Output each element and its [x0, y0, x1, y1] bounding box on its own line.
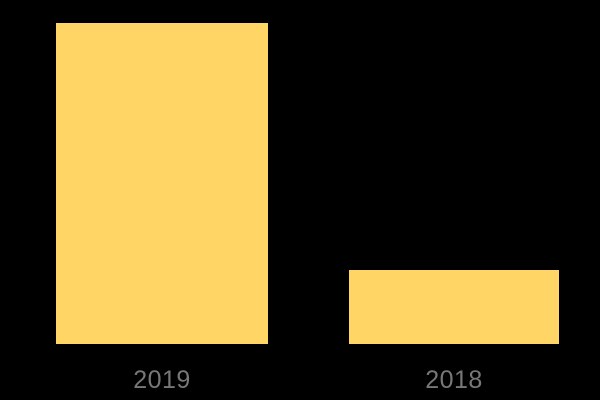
bar-2018: [349, 270, 559, 344]
x-axis-label-2019: 2019: [133, 366, 191, 394]
x-axis-label-2018: 2018: [425, 366, 483, 394]
bar-2019: [56, 23, 268, 344]
